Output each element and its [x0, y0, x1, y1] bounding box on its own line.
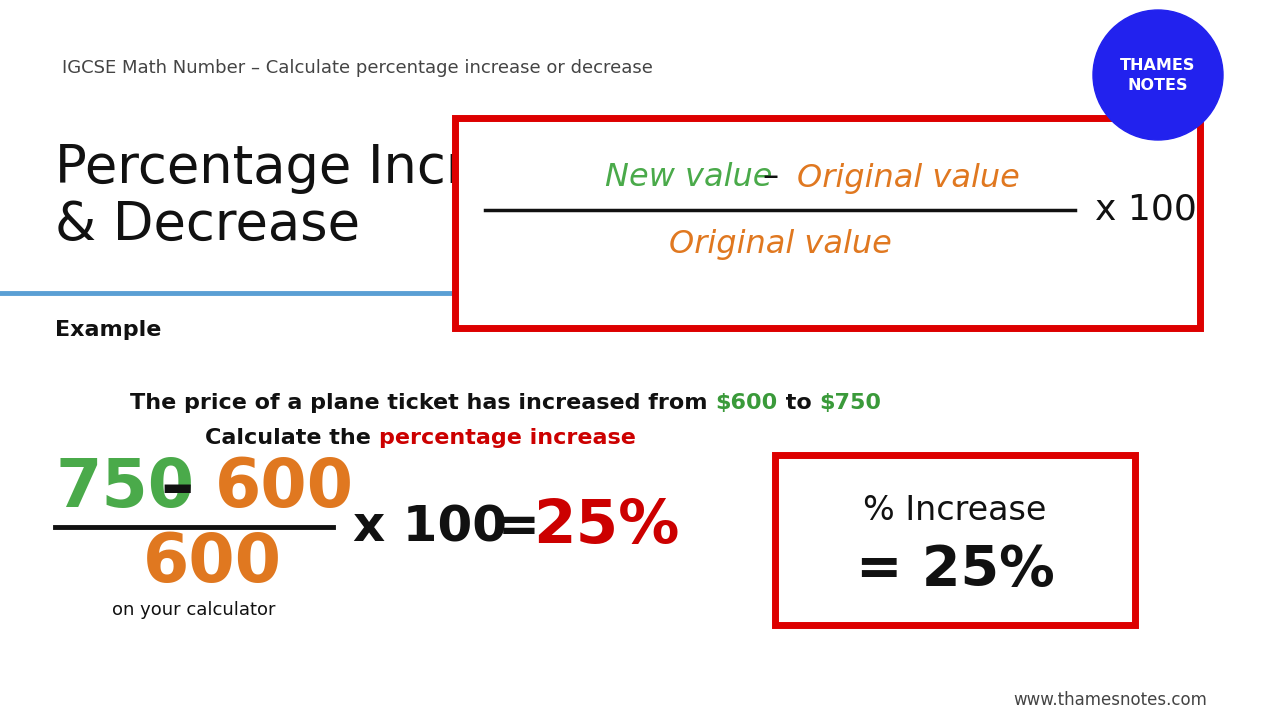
Text: percentage increase: percentage increase [379, 428, 635, 448]
Text: Example: Example [55, 320, 161, 340]
Text: 600: 600 [143, 530, 282, 596]
Text: $600: $600 [716, 393, 777, 413]
Text: Original value: Original value [797, 163, 1020, 194]
Text: www.thamesnotes.com: www.thamesnotes.com [1012, 691, 1207, 709]
Text: 25%: 25% [532, 498, 680, 557]
Text: The price of a plane ticket has increased from: The price of a plane ticket has increase… [131, 393, 716, 413]
Circle shape [1093, 10, 1222, 140]
Text: –: – [753, 163, 790, 194]
Text: = 25%: = 25% [855, 543, 1055, 597]
Text: Percentage Increase: Percentage Increase [55, 142, 591, 194]
Text: THAMES: THAMES [1120, 58, 1196, 73]
Text: –: – [160, 455, 193, 521]
FancyBboxPatch shape [774, 455, 1135, 625]
Text: x 100: x 100 [353, 503, 507, 551]
Text: 750: 750 [55, 455, 195, 521]
Text: Calculate the: Calculate the [205, 428, 379, 448]
Text: NOTES: NOTES [1128, 78, 1188, 92]
Text: & Decrease: & Decrease [55, 199, 360, 251]
Text: on your calculator: on your calculator [113, 601, 275, 619]
Text: =: = [498, 503, 540, 551]
FancyBboxPatch shape [454, 118, 1201, 328]
Text: 600: 600 [215, 455, 355, 521]
Text: % Increase: % Increase [863, 493, 1047, 526]
Text: IGCSE Math Number – Calculate percentage increase or decrease: IGCSE Math Number – Calculate percentage… [61, 59, 653, 77]
Text: $750: $750 [819, 393, 881, 413]
Text: to: to [777, 393, 819, 413]
Text: Original value: Original value [668, 230, 891, 261]
Text: New value: New value [605, 163, 773, 194]
Text: x 100: x 100 [1094, 193, 1197, 227]
